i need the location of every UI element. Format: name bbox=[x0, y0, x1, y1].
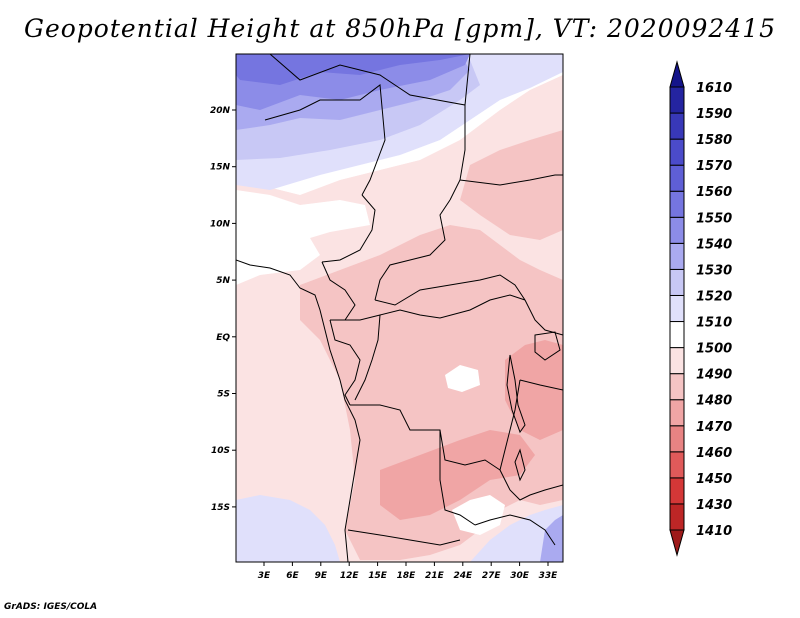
lon-tick-label: 6E bbox=[286, 571, 299, 581]
colorbar-label: 1450 bbox=[696, 472, 732, 487]
colorbar-segment bbox=[669, 268, 685, 296]
lat-tick-label: 5N bbox=[216, 276, 230, 286]
lat-tick-label: 10N bbox=[210, 219, 231, 229]
lon-tick-label: 18E bbox=[397, 571, 417, 581]
colorbar-under-triangle bbox=[669, 529, 685, 557]
colorbar-label: 1430 bbox=[696, 498, 732, 513]
height-field bbox=[236, 54, 563, 562]
colorbar-segment bbox=[669, 399, 685, 427]
colorbar-label: 1490 bbox=[696, 368, 732, 383]
lon-tick-label: 30E bbox=[510, 571, 530, 581]
colorbar-label: 1580 bbox=[696, 133, 732, 148]
border-drc-south bbox=[350, 379, 521, 471]
colorbar-segment bbox=[669, 477, 685, 505]
field-1520-southwest bbox=[236, 495, 340, 562]
lon-tick-label: 33E bbox=[539, 571, 559, 581]
lake-malawi bbox=[514, 448, 526, 482]
border-tanzania bbox=[519, 379, 563, 391]
field-1540-southeast bbox=[540, 515, 563, 562]
colorbar-label: 1590 bbox=[696, 107, 732, 122]
longitude-axis: 3E 6E 9E 12E 15E 18E 21E 24E 27E 30E 33E bbox=[258, 562, 558, 581]
colorbar-label: 1460 bbox=[696, 446, 732, 461]
map-borders bbox=[236, 54, 563, 562]
lat-tick-label: 15N bbox=[210, 163, 231, 173]
field-1520-southeast bbox=[470, 505, 563, 562]
map-title: Geopotential Height at 850hPa [gpm], VT:… bbox=[23, 14, 777, 43]
border-mozambique bbox=[499, 469, 563, 501]
lake-tanganyika bbox=[506, 354, 526, 434]
lake-victoria bbox=[534, 331, 561, 361]
coastline-west-africa bbox=[236, 259, 361, 562]
colorbar-label: 1500 bbox=[696, 342, 732, 357]
colorbar-label: 1560 bbox=[696, 185, 732, 200]
colorbar-label: 1550 bbox=[696, 211, 732, 226]
colorbar-segment bbox=[669, 425, 685, 453]
colorbar-segment bbox=[669, 294, 685, 323]
colorbar-segment bbox=[669, 164, 685, 192]
border-cameroon bbox=[321, 261, 356, 321]
colorbar-label: 1520 bbox=[696, 289, 732, 304]
colorbar-label: 1610 bbox=[696, 81, 732, 96]
colorbar-label: 1510 bbox=[696, 316, 732, 331]
field-1560-north bbox=[236, 54, 470, 85]
lat-tick-label: 20N bbox=[210, 106, 231, 116]
lon-tick-label: 12E bbox=[340, 571, 360, 581]
border-gabon-congo bbox=[329, 319, 361, 406]
border-nigeria-chad bbox=[321, 194, 376, 263]
colorbar-over-triangle bbox=[669, 60, 685, 88]
colorbar-segment bbox=[669, 373, 685, 401]
field-1480-east bbox=[505, 340, 563, 440]
colorbar-segment bbox=[669, 138, 685, 166]
lon-tick-label: 9E bbox=[315, 571, 328, 581]
lat-tick-label: 15S bbox=[211, 503, 230, 513]
lat-tick-label: 10S bbox=[211, 446, 230, 456]
colorbar-label: 1530 bbox=[696, 263, 732, 278]
colorbar-segment bbox=[669, 216, 685, 244]
border-sahara-2 bbox=[264, 84, 386, 196]
credit-label: GrADS: IGES/COLA bbox=[4, 602, 98, 612]
colorbar-label: 1410 bbox=[696, 524, 732, 539]
colorbar-segment bbox=[669, 242, 685, 270]
latitude-axis: 20N 15N 10N 5N EQ 5S 10S 15S bbox=[210, 106, 236, 513]
colorbar-segment bbox=[669, 451, 685, 479]
field-1510-sahel bbox=[236, 190, 370, 285]
colorbar-segment bbox=[669, 347, 685, 375]
colorbar-label: 1470 bbox=[696, 420, 732, 435]
field-1510-patch-zambia bbox=[452, 495, 505, 535]
lon-tick-label: 21E bbox=[425, 571, 445, 581]
colorbar-segment bbox=[669, 86, 685, 114]
field-1510-patch-congo bbox=[445, 365, 480, 392]
colorbar-label: 1480 bbox=[696, 394, 732, 409]
field-1490-northeast bbox=[460, 130, 563, 240]
lon-tick-label: 27E bbox=[482, 571, 502, 581]
border-sudan bbox=[459, 174, 563, 186]
border-angola-zambia bbox=[439, 430, 476, 526]
colorbar-segment bbox=[669, 112, 685, 140]
field-1480-south bbox=[380, 430, 535, 520]
colorbar-segment bbox=[669, 503, 685, 531]
map-frame bbox=[235, 53, 564, 563]
lon-tick-label: 24E bbox=[453, 571, 473, 581]
border-chad-sudan bbox=[374, 199, 451, 301]
border-car bbox=[374, 274, 526, 306]
colorbar-label: 1570 bbox=[696, 159, 732, 174]
colorbar-label: 1540 bbox=[696, 237, 732, 252]
lat-tick-label: EQ bbox=[216, 333, 230, 343]
border-angola-namibia bbox=[347, 529, 461, 546]
lon-tick-label: 3E bbox=[258, 571, 271, 581]
border-drc-west bbox=[354, 314, 381, 401]
border-drc-north bbox=[345, 294, 526, 321]
colorbar-segment bbox=[669, 321, 685, 349]
lat-tick-label: 5S bbox=[217, 390, 230, 400]
colorbar-segment bbox=[669, 190, 685, 218]
border-libya-egypt bbox=[449, 105, 466, 201]
colorbar: 1410 1430 1450 1460 1470 1480 1490 1500 1510 1520… bbox=[669, 60, 732, 557]
border-zimbabwe bbox=[474, 514, 556, 546]
lon-tick-label: 15E bbox=[368, 571, 388, 581]
